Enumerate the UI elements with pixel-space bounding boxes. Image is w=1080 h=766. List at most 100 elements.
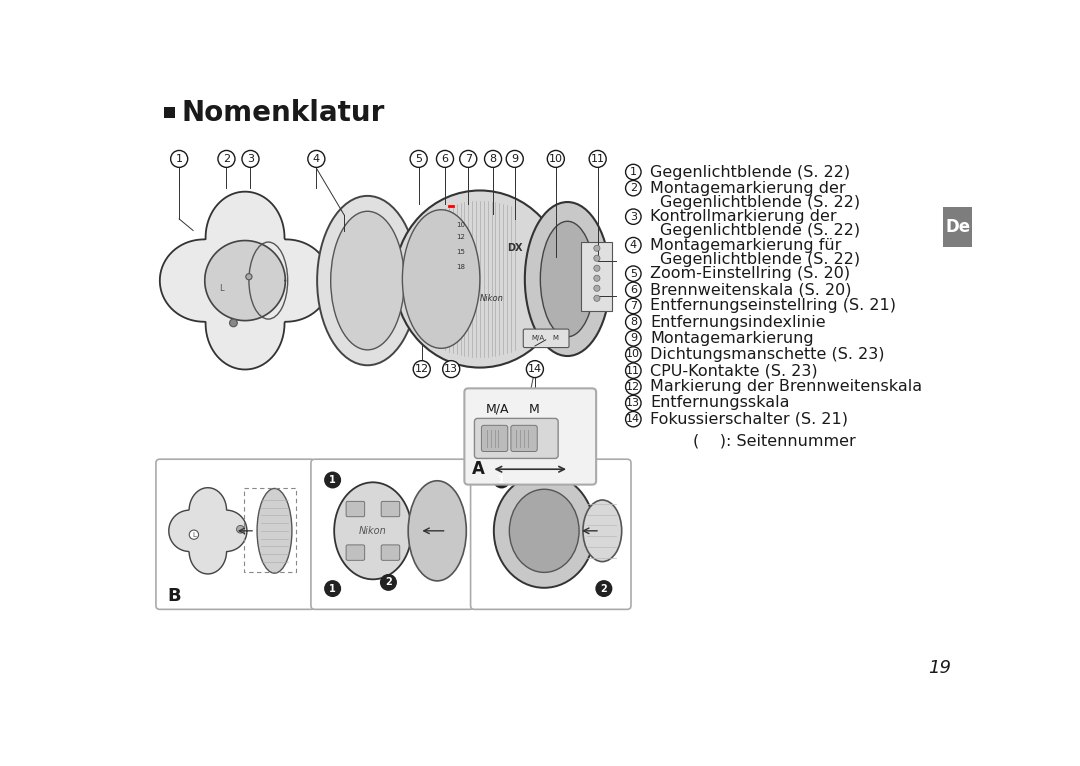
Text: 15: 15 <box>456 249 464 255</box>
Text: 12: 12 <box>626 381 640 392</box>
Circle shape <box>625 379 642 394</box>
Text: 2: 2 <box>386 578 392 588</box>
Circle shape <box>625 209 642 224</box>
Circle shape <box>460 150 476 168</box>
Circle shape <box>625 282 642 297</box>
Text: 8: 8 <box>630 317 637 327</box>
Circle shape <box>246 273 252 280</box>
Ellipse shape <box>394 191 565 368</box>
Text: DX: DX <box>507 244 523 254</box>
Text: 14: 14 <box>528 364 542 374</box>
Ellipse shape <box>510 489 579 572</box>
Ellipse shape <box>318 196 418 365</box>
Circle shape <box>625 395 642 411</box>
Text: 7: 7 <box>464 154 472 164</box>
FancyBboxPatch shape <box>346 545 365 560</box>
Text: 1: 1 <box>630 167 637 177</box>
Text: Fokussierschalter (S. 21): Fokussierschalter (S. 21) <box>650 411 849 427</box>
Circle shape <box>625 266 642 281</box>
Text: 13: 13 <box>444 364 458 374</box>
Text: 19: 19 <box>928 659 951 677</box>
Text: 1: 1 <box>329 475 336 485</box>
Bar <box>243 488 296 572</box>
Ellipse shape <box>408 481 467 581</box>
Text: M: M <box>552 336 558 342</box>
Circle shape <box>230 319 238 327</box>
Text: 5: 5 <box>630 269 637 279</box>
Text: 9: 9 <box>511 154 518 164</box>
Circle shape <box>625 164 642 180</box>
Text: 6: 6 <box>630 285 637 295</box>
FancyBboxPatch shape <box>381 501 400 517</box>
Ellipse shape <box>540 221 595 337</box>
Text: Brennweitenskala (S. 20): Brennweitenskala (S. 20) <box>650 283 852 297</box>
FancyBboxPatch shape <box>311 459 474 610</box>
Circle shape <box>625 315 642 330</box>
Circle shape <box>485 150 501 168</box>
Text: Entfernungseinstellring (S. 21): Entfernungseinstellring (S. 21) <box>650 299 896 313</box>
Circle shape <box>596 581 611 596</box>
Bar <box>159 134 631 457</box>
Text: Zoom-Einstellring (S. 20): Zoom-Einstellring (S. 20) <box>650 266 851 281</box>
Circle shape <box>414 361 430 378</box>
Circle shape <box>325 581 340 596</box>
Circle shape <box>308 150 325 168</box>
FancyBboxPatch shape <box>464 388 596 485</box>
FancyBboxPatch shape <box>471 459 631 610</box>
Text: M/A: M/A <box>485 403 509 416</box>
Text: 5: 5 <box>415 154 422 164</box>
FancyBboxPatch shape <box>524 329 569 348</box>
Circle shape <box>594 245 600 251</box>
Text: B: B <box>167 588 181 605</box>
Circle shape <box>242 150 259 168</box>
Text: 1: 1 <box>329 584 336 594</box>
Circle shape <box>494 473 510 488</box>
Text: 1: 1 <box>176 154 183 164</box>
Text: 11: 11 <box>591 154 605 164</box>
Text: L: L <box>192 532 195 538</box>
Circle shape <box>594 275 600 281</box>
Circle shape <box>594 285 600 291</box>
Text: Nikon: Nikon <box>480 294 503 303</box>
Text: 2: 2 <box>222 154 230 164</box>
Circle shape <box>443 361 460 378</box>
Text: 10: 10 <box>626 349 640 359</box>
Text: L: L <box>219 283 225 293</box>
FancyBboxPatch shape <box>482 425 508 451</box>
Circle shape <box>625 411 642 427</box>
Bar <box>164 107 175 118</box>
Text: M: M <box>529 403 539 416</box>
Polygon shape <box>168 488 247 574</box>
Text: 3: 3 <box>247 154 254 164</box>
Circle shape <box>189 530 199 539</box>
Text: Gegenlichtblende (S. 22): Gegenlichtblende (S. 22) <box>660 251 860 267</box>
Ellipse shape <box>257 489 292 573</box>
Text: 8: 8 <box>489 154 497 164</box>
Ellipse shape <box>583 500 622 561</box>
Ellipse shape <box>494 474 595 588</box>
Text: 11: 11 <box>626 365 640 375</box>
Circle shape <box>526 361 543 378</box>
Text: Gegenlichtblende (S. 22): Gegenlichtblende (S. 22) <box>650 165 851 179</box>
Text: 3: 3 <box>630 211 637 221</box>
Polygon shape <box>205 241 285 321</box>
Circle shape <box>625 181 642 196</box>
Text: 1: 1 <box>498 475 505 485</box>
FancyBboxPatch shape <box>346 501 365 517</box>
Text: De: De <box>945 218 970 237</box>
Text: Gegenlichtblende (S. 22): Gegenlichtblende (S. 22) <box>660 195 860 210</box>
Text: 6: 6 <box>442 154 448 164</box>
Text: 2: 2 <box>630 183 637 193</box>
Circle shape <box>507 150 524 168</box>
FancyBboxPatch shape <box>381 545 400 560</box>
Circle shape <box>594 295 600 301</box>
FancyBboxPatch shape <box>156 459 314 610</box>
Circle shape <box>625 298 642 314</box>
Text: A: A <box>472 460 485 478</box>
Text: Dichtungsmanschette (S. 23): Dichtungsmanschette (S. 23) <box>650 347 885 362</box>
Text: Kontrollmarkierung der: Kontrollmarkierung der <box>650 209 837 224</box>
Text: Nikon: Nikon <box>359 525 387 536</box>
Text: Entfernungsindexlinie: Entfernungsindexlinie <box>650 315 826 329</box>
Text: 7: 7 <box>630 301 637 311</box>
Circle shape <box>594 255 600 261</box>
